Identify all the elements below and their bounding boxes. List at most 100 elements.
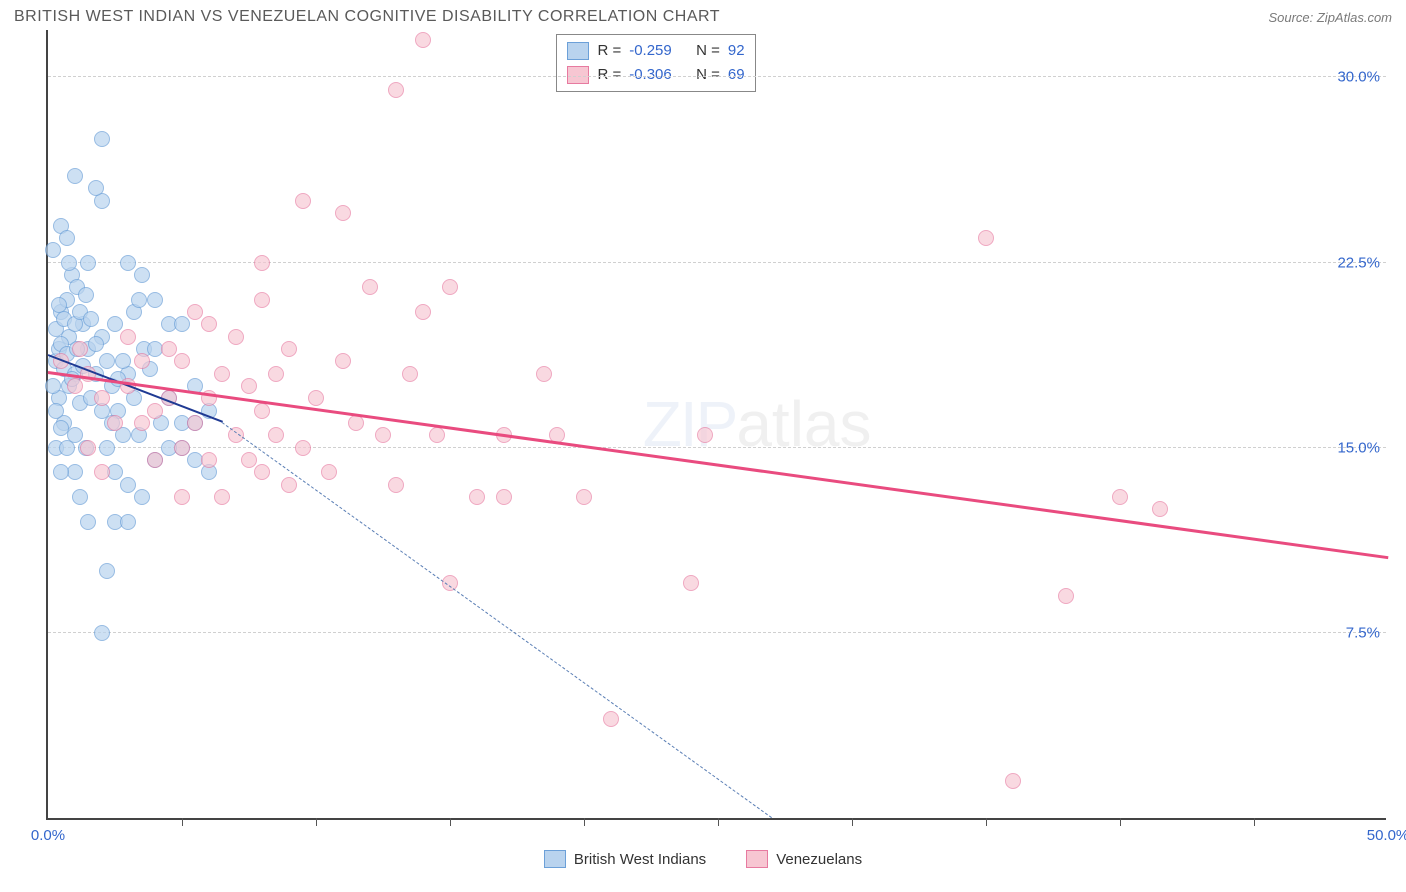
data-point xyxy=(134,353,150,369)
data-point xyxy=(88,336,104,352)
data-point xyxy=(415,32,431,48)
data-point xyxy=(201,464,217,480)
data-point xyxy=(174,353,190,369)
data-point xyxy=(321,464,337,480)
data-point xyxy=(214,489,230,505)
data-point xyxy=(67,378,83,394)
x-tick xyxy=(986,818,987,826)
data-point xyxy=(80,341,96,357)
data-point xyxy=(576,489,592,505)
data-point xyxy=(375,427,391,443)
data-point xyxy=(120,366,136,382)
data-point xyxy=(120,477,136,493)
stat-n-label: N = xyxy=(696,63,720,87)
data-point xyxy=(469,489,485,505)
data-point xyxy=(94,390,110,406)
data-point xyxy=(1152,501,1168,517)
gridline xyxy=(48,262,1386,263)
data-point xyxy=(45,242,61,258)
stats-legend: R = -0.259 N = 92R = -0.306 N = 69 xyxy=(556,34,755,92)
data-point xyxy=(978,230,994,246)
data-point xyxy=(72,395,88,411)
data-point xyxy=(402,366,418,382)
x-tick-label: 0.0% xyxy=(31,827,65,844)
data-point xyxy=(214,366,230,382)
data-point xyxy=(1112,489,1128,505)
data-point xyxy=(254,292,270,308)
data-point xyxy=(94,329,110,345)
data-point xyxy=(388,82,404,98)
data-point xyxy=(80,440,96,456)
data-point xyxy=(53,304,69,320)
data-point xyxy=(104,415,120,431)
data-point xyxy=(72,341,88,357)
data-point xyxy=(147,341,163,357)
data-point xyxy=(134,489,150,505)
data-point xyxy=(241,378,257,394)
data-point xyxy=(67,168,83,184)
legend-swatch xyxy=(544,850,566,868)
data-point xyxy=(51,390,67,406)
data-point xyxy=(335,205,351,221)
data-point xyxy=(53,218,69,234)
data-point xyxy=(120,514,136,530)
y-tick-label: 30.0% xyxy=(1337,69,1380,86)
data-point xyxy=(99,563,115,579)
data-point xyxy=(83,311,99,327)
data-point xyxy=(1005,773,1021,789)
data-point xyxy=(281,477,297,493)
data-point xyxy=(72,489,88,505)
data-point xyxy=(80,255,96,271)
data-point xyxy=(107,316,123,332)
data-point xyxy=(187,304,203,320)
stats-legend-row: R = -0.306 N = 69 xyxy=(567,63,744,87)
x-tick-label: 50.0% xyxy=(1367,827,1406,844)
data-point xyxy=(536,366,552,382)
data-point xyxy=(174,316,190,332)
x-tick xyxy=(718,818,719,826)
data-point xyxy=(48,403,64,419)
data-point xyxy=(67,316,83,332)
data-point xyxy=(241,452,257,468)
data-point xyxy=(94,193,110,209)
data-point xyxy=(53,336,69,352)
data-point xyxy=(107,464,123,480)
data-point xyxy=(126,304,142,320)
data-point xyxy=(442,279,458,295)
data-point xyxy=(110,403,126,419)
y-tick-label: 15.0% xyxy=(1337,439,1380,456)
source-label: Source: ZipAtlas.com xyxy=(1268,10,1392,25)
data-point xyxy=(120,329,136,345)
data-point xyxy=(78,287,94,303)
data-point xyxy=(64,267,80,283)
data-point xyxy=(126,390,142,406)
data-point xyxy=(61,255,77,271)
data-point xyxy=(174,440,190,456)
trend-line-extrapolated xyxy=(222,422,772,818)
data-point xyxy=(48,321,64,337)
data-point xyxy=(115,353,131,369)
gridline xyxy=(48,632,1386,633)
data-point xyxy=(75,316,91,332)
data-point xyxy=(429,427,445,443)
data-point xyxy=(59,292,75,308)
data-point xyxy=(45,378,61,394)
data-point xyxy=(115,427,131,443)
data-point xyxy=(496,489,512,505)
data-point xyxy=(147,292,163,308)
x-tick xyxy=(852,818,853,826)
data-point xyxy=(228,329,244,345)
data-point xyxy=(59,230,75,246)
data-point xyxy=(83,390,99,406)
data-point xyxy=(254,464,270,480)
data-point xyxy=(174,440,190,456)
watermark: ZIPatlas xyxy=(643,387,872,461)
legend-swatch xyxy=(567,42,589,60)
data-point xyxy=(78,440,94,456)
data-point xyxy=(161,316,177,332)
data-point xyxy=(69,279,85,295)
data-point xyxy=(131,292,147,308)
data-point xyxy=(388,477,404,493)
data-point xyxy=(56,311,72,327)
legend-swatch xyxy=(746,850,768,868)
